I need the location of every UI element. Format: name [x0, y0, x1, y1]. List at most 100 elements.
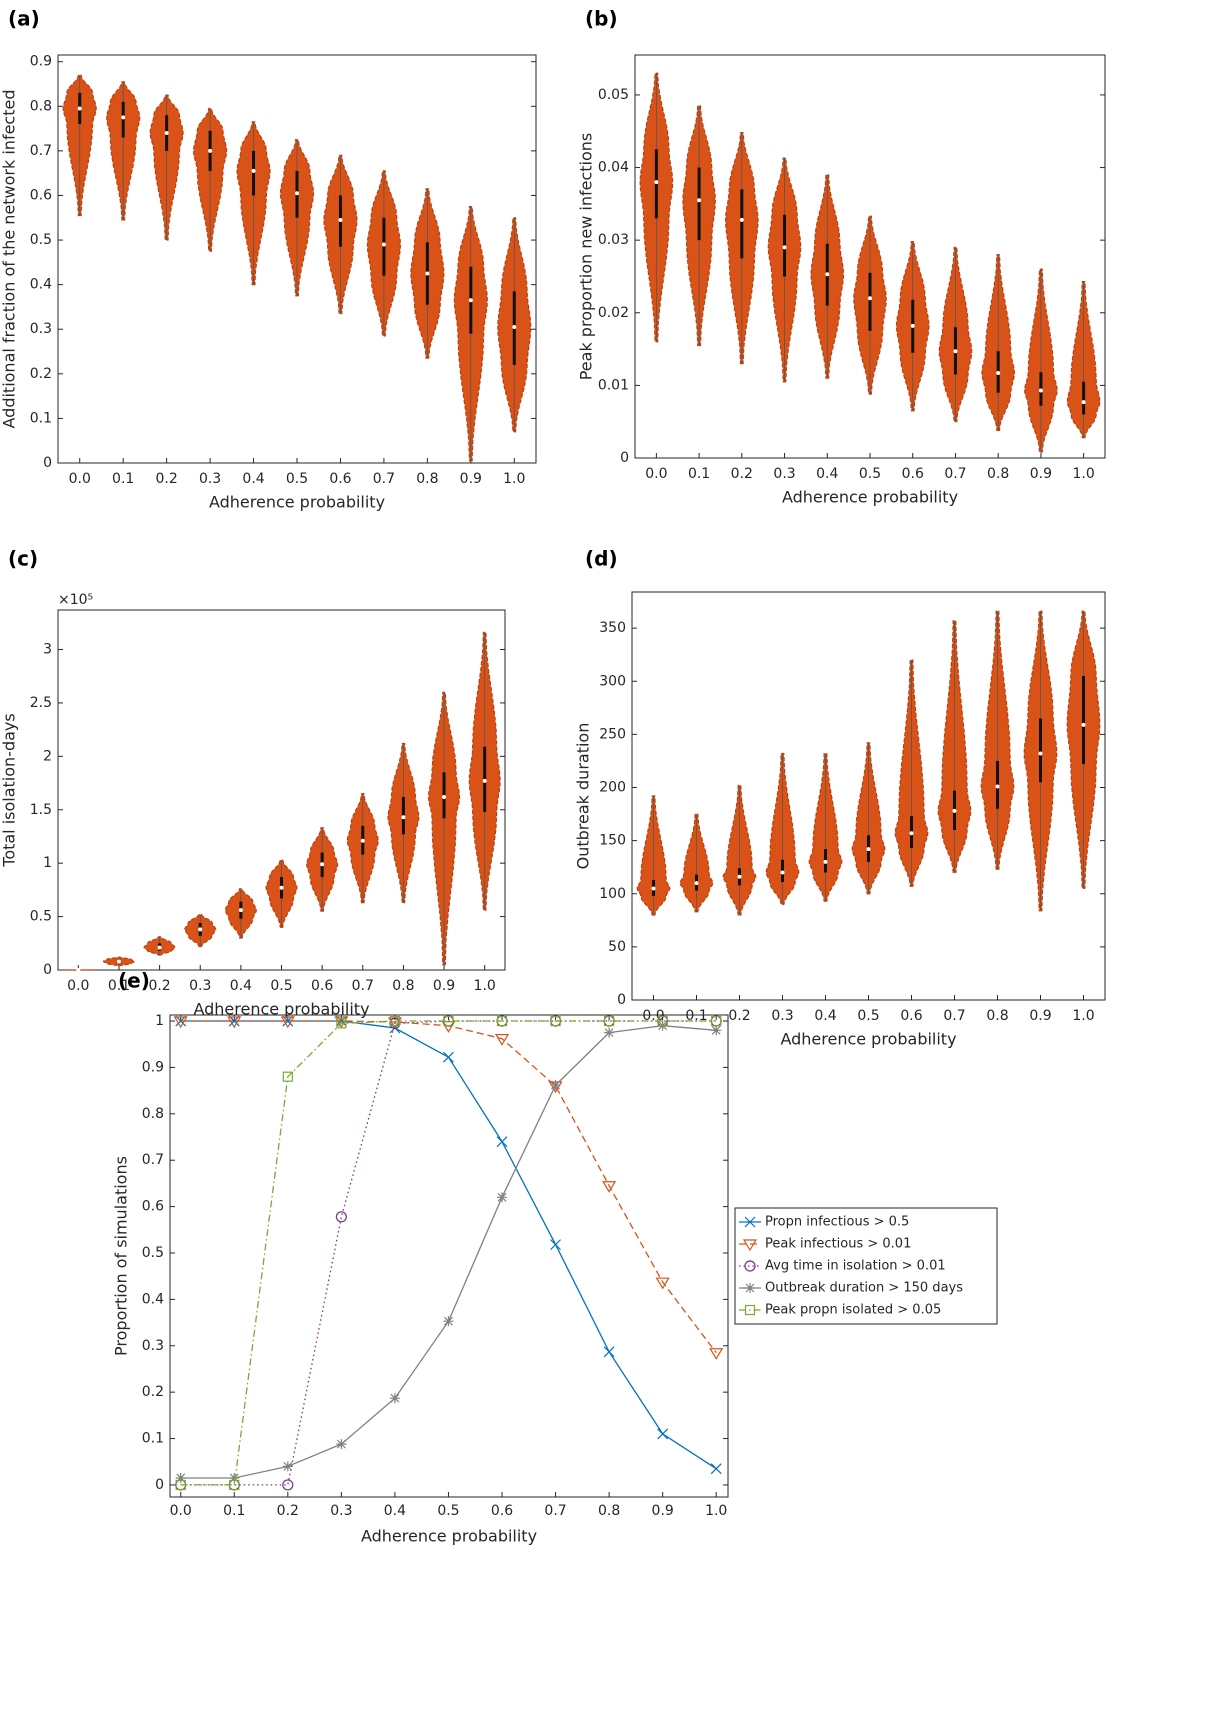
y-tick-label: 1	[43, 855, 52, 871]
x-tick-label: 0.9	[460, 471, 482, 487]
panel-label: (d)	[585, 547, 618, 571]
marker-shape	[334, 1016, 349, 1029]
y-tick-label: 0.04	[598, 160, 629, 176]
y-tick-label: 0.5	[30, 909, 52, 925]
marker	[282, 1071, 293, 1082]
marker	[441, 1021, 456, 1033]
x-tick-label: 0.3	[773, 466, 795, 482]
median-dot	[77, 106, 82, 111]
y-axis-label: Proportion of simulations	[112, 1156, 131, 1356]
marker-shape	[336, 1018, 347, 1029]
y-tick-label: 250	[599, 726, 626, 742]
marker	[227, 1016, 242, 1029]
x-tick-label: 1.0	[503, 471, 525, 487]
y-tick-label: 0.4	[30, 277, 52, 293]
marker	[711, 1025, 722, 1036]
marker-shape	[744, 1260, 756, 1272]
y-axis-label: Outbreak duration	[574, 723, 593, 870]
y-tick-label: 0	[43, 962, 52, 978]
median-dot	[1081, 722, 1086, 727]
legend-label: Peak propn isolated > 0.05	[765, 1303, 941, 1318]
marker-shape	[657, 1015, 668, 1027]
y-axis-label: Additional fraction of the network infec…	[0, 90, 19, 429]
x-tick-label: 0.7	[352, 978, 374, 994]
series-line	[180, 1025, 717, 1479]
y-tick-label: 0.05	[598, 87, 629, 103]
x-axis-label: Adherence probability	[193, 1000, 369, 1019]
x-tick-label: 0.7	[544, 1503, 566, 1519]
y-tick-label: 0.8	[142, 1106, 164, 1122]
y-tick-label: 200	[599, 780, 626, 796]
marker	[334, 1016, 349, 1029]
y-tick-label: 150	[599, 833, 626, 849]
y-tick-label: 2	[43, 748, 52, 764]
y-tick-label: 0.5	[30, 232, 52, 248]
median-dot	[338, 217, 343, 222]
y-axis-label: Peak proportion new infections	[577, 133, 596, 381]
median-dot	[401, 815, 406, 820]
marker	[745, 1283, 755, 1293]
iqr-bar	[1082, 381, 1086, 415]
median-dot	[995, 784, 1000, 789]
marker-shape	[441, 1021, 456, 1033]
median-dot	[164, 131, 169, 136]
marker-shape	[282, 1015, 294, 1027]
marker-shape	[655, 1277, 670, 1290]
x-tick-label: 0.6	[329, 471, 351, 487]
marker-shape	[550, 1015, 561, 1027]
marker-shape	[443, 1051, 454, 1063]
x-tick-label: 0.0	[642, 1008, 664, 1024]
median-dot	[780, 870, 785, 875]
marker	[282, 1479, 294, 1491]
median-dot	[868, 296, 872, 301]
marker-shape	[173, 1016, 188, 1029]
marker	[228, 1015, 240, 1027]
marker-shape	[282, 1479, 294, 1491]
x-tick-label: 0.9	[433, 978, 455, 994]
marker	[336, 1018, 347, 1029]
x-tick-label: 0.0	[69, 471, 91, 487]
marker	[282, 1461, 293, 1472]
marker-shape	[657, 1428, 669, 1440]
marker-shape	[282, 1071, 293, 1082]
marker	[443, 1051, 454, 1063]
panel-label: (e)	[118, 969, 150, 993]
median-dot	[910, 323, 915, 328]
y-tick-label: 1	[155, 1013, 164, 1029]
median-dot	[953, 349, 958, 354]
series-line	[180, 1020, 717, 1486]
marker-shape	[227, 1016, 242, 1029]
median-dot	[425, 271, 430, 276]
x-tick-label: 0.2	[156, 471, 178, 487]
median-dot	[116, 959, 121, 964]
marker	[443, 1316, 454, 1327]
x-tick-label: 0.6	[311, 978, 333, 994]
median-dot	[737, 874, 742, 879]
y-tick-label: 0.6	[142, 1199, 164, 1215]
x-tick-label: 0.5	[859, 466, 881, 482]
marker	[496, 1015, 508, 1027]
median-dot	[198, 927, 203, 932]
iqr-bar	[252, 150, 256, 196]
marker-shape	[604, 1027, 615, 1038]
marker-shape	[228, 1015, 240, 1027]
x-tick-label: 0.3	[771, 1008, 793, 1024]
marker-shape	[745, 1283, 755, 1293]
marker-shape	[282, 1461, 293, 1472]
x-tick-label: 0.9	[1029, 1008, 1051, 1024]
y-tick-label: 0.03	[598, 232, 629, 248]
x-tick-label: 0.4	[816, 466, 838, 482]
marker-shape	[604, 1015, 615, 1027]
median-dot	[295, 191, 299, 196]
median-dot	[442, 794, 447, 799]
x-tick-label: 0.7	[943, 1008, 965, 1024]
marker-shape	[711, 1015, 722, 1027]
x-tick-label: 0.8	[598, 1503, 620, 1519]
median-dot	[157, 945, 162, 950]
x-tick-label: 1.0	[1073, 466, 1095, 482]
median-dot	[694, 881, 699, 886]
median-dot	[1081, 400, 1086, 405]
median-dot	[251, 168, 256, 173]
marker	[336, 1439, 347, 1450]
y-tick-label: 0.4	[142, 1291, 164, 1307]
